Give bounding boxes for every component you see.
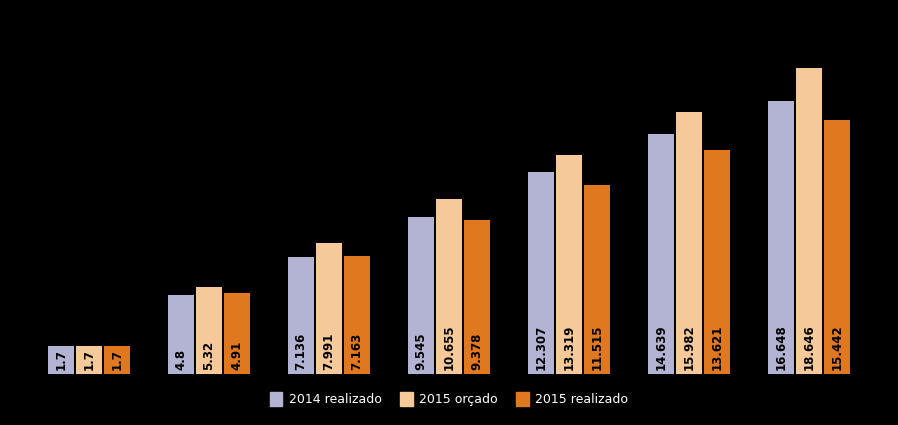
Text: 7.991: 7.991 [322, 332, 336, 370]
Bar [287, 257, 314, 374]
Text: 13.319: 13.319 [562, 325, 576, 370]
Bar [556, 155, 582, 374]
Bar [823, 120, 850, 374]
Bar [704, 150, 730, 374]
Text: 7.163: 7.163 [350, 333, 364, 370]
Text: 11.515: 11.515 [591, 324, 603, 370]
Text: 12.307: 12.307 [534, 325, 548, 370]
Bar [75, 346, 102, 374]
Text: 14.639: 14.639 [655, 324, 667, 370]
Text: 10.655: 10.655 [443, 324, 455, 370]
Bar [103, 346, 130, 374]
Text: 1.7: 1.7 [55, 349, 67, 370]
Text: 1.7: 1.7 [83, 349, 95, 370]
Bar [528, 172, 554, 374]
Text: 9.545: 9.545 [415, 332, 427, 370]
Bar [344, 256, 370, 374]
Text: 15.982: 15.982 [682, 324, 696, 370]
Bar [224, 293, 251, 374]
Text: 4.91: 4.91 [231, 341, 243, 370]
Bar [168, 295, 194, 374]
Bar [768, 101, 795, 374]
Text: 15.442: 15.442 [831, 324, 843, 370]
Bar [647, 133, 674, 374]
Bar [463, 220, 490, 374]
Bar [196, 286, 223, 374]
Text: 4.8: 4.8 [174, 349, 188, 370]
Text: 16.648: 16.648 [774, 324, 788, 370]
Text: 13.621: 13.621 [710, 325, 724, 370]
Bar [675, 112, 702, 374]
Bar [796, 68, 823, 374]
Bar [316, 243, 342, 374]
Bar [408, 217, 435, 374]
Bar [436, 199, 462, 374]
Bar [584, 185, 611, 374]
Text: 9.378: 9.378 [471, 332, 483, 370]
Legend: 2014 realizado, 2015 orçado, 2015 realizado: 2014 realizado, 2015 orçado, 2015 realiz… [265, 387, 633, 411]
Text: 7.136: 7.136 [295, 333, 307, 370]
Bar [48, 346, 75, 374]
Text: 18.646: 18.646 [803, 324, 815, 370]
Text: 5.32: 5.32 [202, 341, 216, 370]
Text: 1.7: 1.7 [110, 349, 124, 370]
